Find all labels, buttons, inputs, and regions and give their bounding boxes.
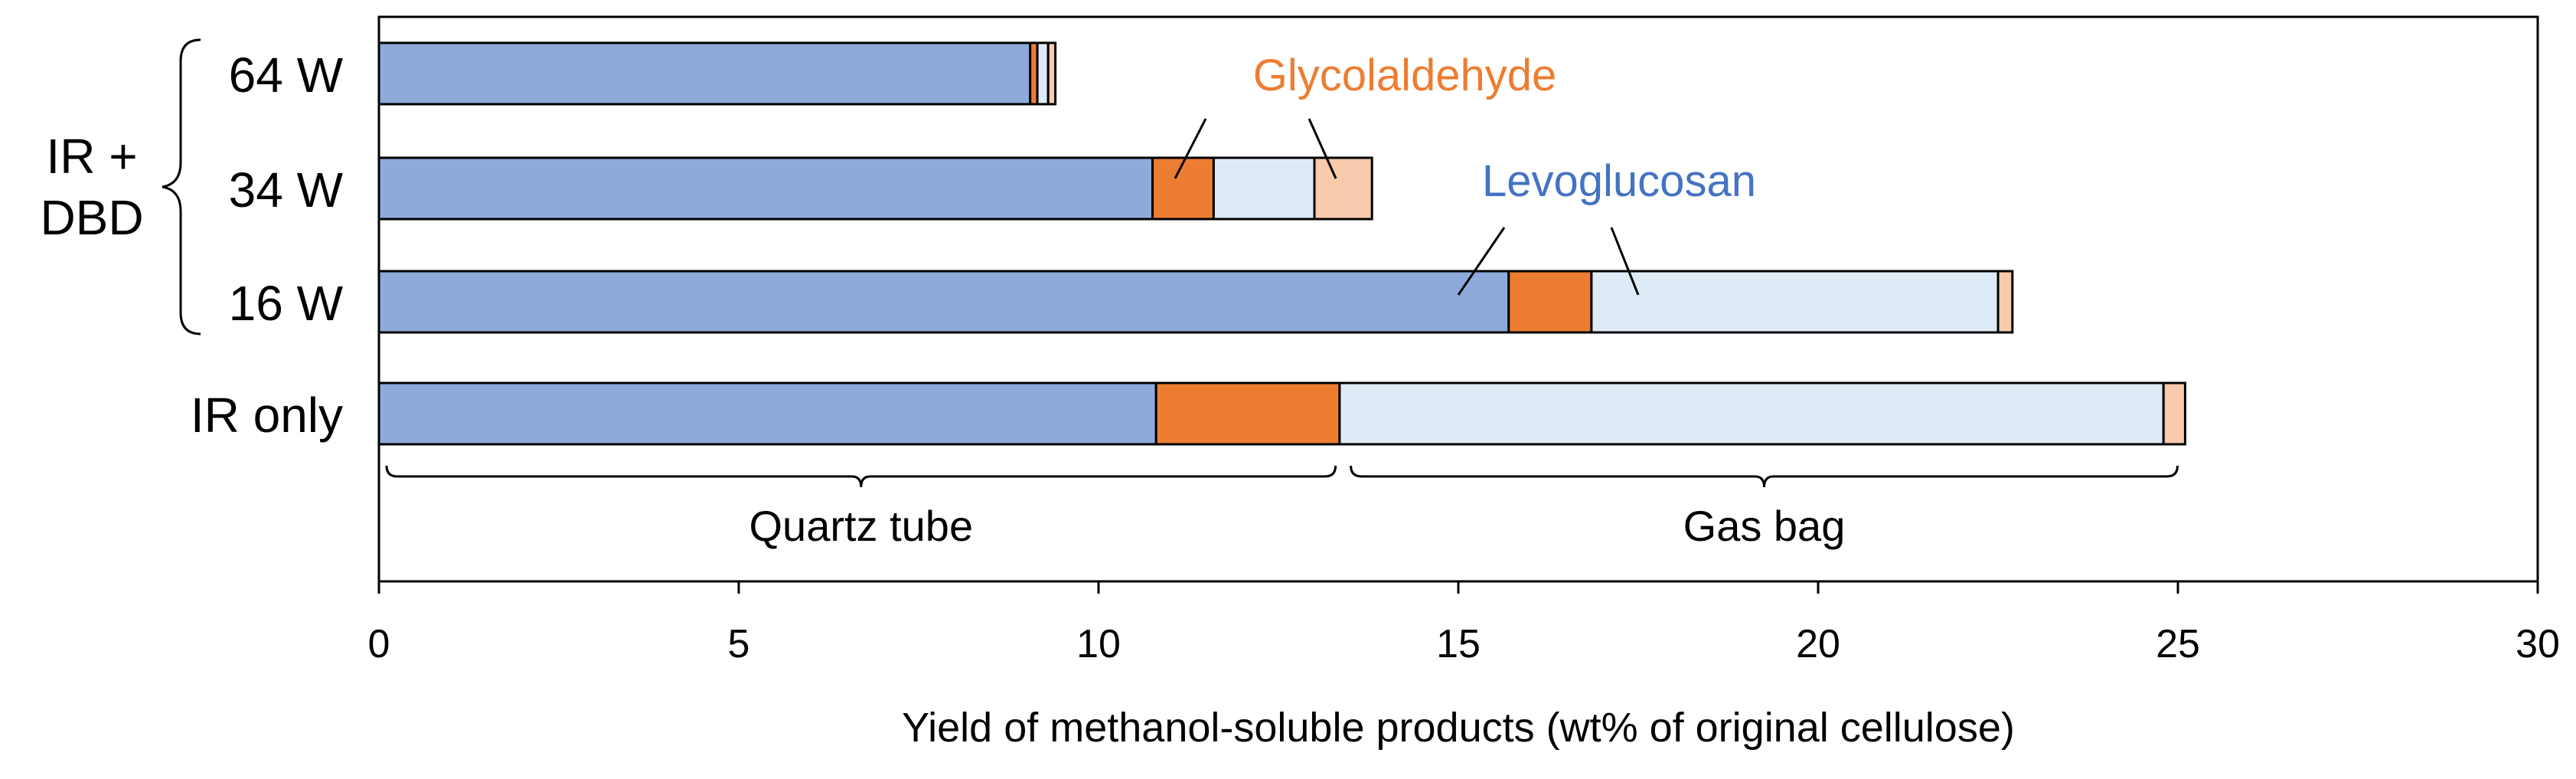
bar-segment-2-4: [1313, 156, 1373, 221]
bar-segment-4-3: [1338, 381, 2165, 446]
x-tick-label: 10: [1076, 622, 1121, 666]
group-brace: [162, 38, 201, 335]
category-label: 34 W: [229, 162, 344, 218]
x-tick-label: 15: [1436, 622, 1481, 666]
bar-segment-4-1: [377, 381, 1157, 446]
bar-segment-3-3: [1590, 270, 2000, 334]
glycolaldehyde-leader-1: [1174, 118, 1207, 179]
x-axis-title: Yield of methanol-soluble products (wt% …: [902, 705, 2015, 751]
bar-segment-2-3: [1212, 156, 1316, 221]
levoglucosan-leader-2: [1610, 227, 1640, 296]
bar-segment-3-4: [1996, 270, 2014, 334]
category-labels: 64 W 34 W 16 W IR only IR + DBD: [40, 38, 344, 443]
bar-segment-4-4: [2162, 381, 2186, 446]
bar-segment-3-2: [1507, 270, 1593, 334]
gas-bag-label: Gas bag: [1683, 502, 1846, 550]
bar-segment-1-4: [1046, 41, 1057, 106]
category-label: IR only: [191, 388, 343, 443]
bar-segment-3-1: [377, 270, 1510, 334]
category-label: 16 W: [229, 276, 344, 331]
bar-segment-1-1: [377, 41, 1032, 106]
annotations: Glycolaldehyde Levoglucosan Quartz tube Gas…: [385, 51, 2179, 550]
group-label: IR + DBD: [40, 129, 143, 245]
gas-bag-brace: [1350, 465, 2179, 488]
bar-segment-1-3: [1036, 41, 1050, 106]
glycolaldehyde-leader-2: [1308, 118, 1337, 179]
quartz-tube-label: Quartz tube: [749, 502, 973, 550]
levoglucosan-annotation: Levoglucosan: [1482, 156, 1756, 206]
x-axis: 0 5 10 15 20 25 30 Yield of methanol-soluble pr…: [368, 581, 2560, 751]
x-tick-label: 30: [2516, 622, 2560, 666]
x-tick-label: 5: [728, 622, 750, 666]
x-tick-label: 25: [2156, 622, 2200, 666]
glycolaldehyde-annotation: Glycolaldehyde: [1253, 51, 1557, 100]
x-tick-label: 0: [368, 622, 390, 666]
x-tick-label: 20: [1796, 622, 1840, 666]
levoglucosan-leader-1: [1457, 227, 1506, 296]
quartz-tube-brace: [385, 465, 1337, 488]
bar-segment-4-2: [1154, 381, 1341, 446]
bar-segment-2-1: [377, 156, 1154, 221]
bars-group: [377, 41, 2186, 446]
category-label: 64 W: [229, 47, 344, 103]
bar-segment-2-2: [1151, 156, 1215, 221]
